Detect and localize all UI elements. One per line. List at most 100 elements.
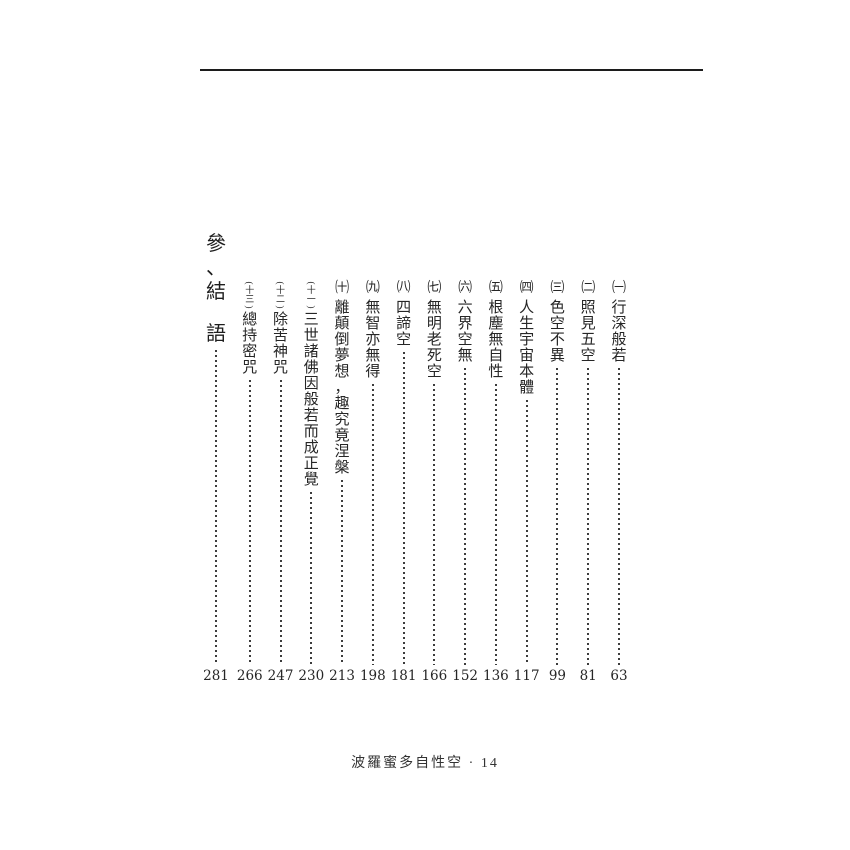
dot-leader — [617, 368, 620, 665]
page-number: 266 — [236, 668, 263, 684]
table-of-contents: ㈠行深般若 63 ㈡照見五空 81 ㈢色空不異 99 ㈣人生宇宙本體 117 ㈤根塵無自性 136… — [198, 232, 634, 684]
title-char: 成 — [303, 440, 319, 456]
dot-leader — [587, 368, 590, 665]
page-number: 181 — [390, 668, 417, 684]
page-number: 166 — [421, 668, 448, 684]
title-char: 諦 — [396, 316, 412, 332]
title-char: 咒 — [273, 360, 289, 376]
toc-entry-column: ㈩離顛倒夢想，趣究竟涅槃 213 — [327, 232, 357, 684]
toc-entry-column: ㈠行深般若 63 — [604, 232, 634, 684]
toc-entry-column: (十一) 三世諸佛因般若而成正覺 230 — [296, 232, 326, 684]
title-char: 般 — [303, 392, 319, 408]
toc-entry-column: ㈤根塵無自性 136 — [481, 232, 511, 684]
title-char: 四 — [396, 300, 412, 316]
title-char: 界 — [457, 316, 473, 332]
page-footer: 波羅蜜多自性空 · 14 — [0, 752, 850, 772]
title-char: 自 — [488, 348, 504, 364]
title-char: 因 — [303, 376, 319, 392]
marker-char: ) — [306, 305, 317, 309]
heading-char: 、 — [206, 257, 226, 279]
marker-char: ) — [275, 305, 286, 309]
entry-number-marker: ㈧ — [396, 281, 411, 296]
title-char: 生 — [519, 316, 535, 332]
title-char: 性 — [488, 364, 504, 380]
page-number: 152 — [452, 668, 479, 684]
title-char: 無 — [365, 348, 381, 364]
title-char: 無 — [426, 300, 442, 316]
title-char: 六 — [457, 300, 473, 316]
title-char: 無 — [457, 348, 473, 364]
page-number: 198 — [359, 668, 386, 684]
title-char: 見 — [580, 316, 596, 332]
page-number: 63 — [610, 668, 628, 684]
header-rule — [200, 69, 703, 71]
title-char: 諸 — [303, 344, 319, 360]
title-char: 明 — [426, 316, 442, 332]
dot-leader — [248, 380, 251, 665]
entry-number-marker: ㈥ — [458, 281, 473, 296]
title-char: 本 — [519, 364, 535, 380]
page-number: 213 — [329, 668, 355, 684]
entry-number-marker: ㈣ — [519, 281, 534, 296]
toc-entry-column: ㈥六界空無 152 — [450, 232, 480, 684]
title-char: 五 — [580, 332, 596, 348]
dot-leader — [433, 384, 436, 665]
title-char: 色 — [549, 300, 565, 316]
entry-number-marker: ㈤ — [488, 281, 503, 296]
title-char: 究 — [334, 412, 350, 428]
title-char: 空 — [549, 316, 565, 332]
title-char: 異 — [549, 348, 565, 364]
marker-char: ) — [244, 305, 255, 309]
heading-char: 參 — [206, 233, 226, 255]
title-char: 人 — [519, 300, 535, 316]
toc-entry-column: ㈣人生宇宙本體 117 — [512, 232, 542, 684]
title-char: 苦 — [273, 328, 289, 344]
entry-number-marker: ㈨ — [365, 281, 380, 296]
entry-number-marker: ㈡ — [581, 281, 596, 296]
title-char: 離 — [334, 300, 350, 316]
toc-entry-column: ㈦無明老死空 166 — [419, 232, 449, 684]
marker-char: ( — [275, 281, 286, 285]
toc-heading-column: 參、結語 281 — [198, 232, 234, 684]
title-char: 根 — [488, 300, 504, 316]
toc-entry-column: (十三) 總持密咒 266 — [235, 232, 265, 684]
title-char: 體 — [519, 380, 535, 396]
title-char: 若 — [611, 348, 627, 364]
title-char: 般 — [611, 332, 627, 348]
title-char: 亦 — [365, 332, 381, 348]
dot-leader — [464, 368, 467, 665]
entry-number-marker: ㈩ — [335, 281, 350, 296]
title-char: 智 — [365, 316, 381, 332]
title-char: 密 — [242, 344, 258, 360]
dot-leader — [310, 492, 313, 665]
dot-leader — [279, 380, 282, 665]
dot-leader — [215, 350, 217, 665]
title-char: 宙 — [519, 348, 535, 364]
title-char: 覺 — [303, 472, 319, 488]
marker-char: 三 — [245, 294, 255, 304]
title-char: 行 — [611, 300, 627, 316]
running-title: 波羅蜜多自性空 · 14 — [351, 756, 499, 771]
marker-char: 十 — [245, 285, 255, 295]
title-char: 死 — [426, 348, 442, 364]
title-char: 倒 — [334, 332, 350, 348]
title-char: 想 — [334, 364, 350, 380]
page-number: 247 — [267, 668, 294, 684]
title-char: 世 — [303, 328, 319, 344]
page-number: 230 — [298, 668, 325, 684]
marker-char: 二 — [276, 294, 286, 304]
marker-char: 十 — [306, 285, 316, 295]
page-number: 117 — [513, 668, 540, 684]
dot-leader — [371, 384, 374, 665]
dot-leader — [402, 352, 405, 665]
page-number: 99 — [548, 668, 567, 684]
title-char: 總 — [242, 312, 258, 328]
dot-leader — [556, 368, 559, 665]
page-number: 81 — [579, 668, 597, 684]
entry-number-marker: ㈢ — [550, 281, 565, 296]
title-char: 宇 — [519, 332, 535, 348]
toc-entry-column: ㈢色空不異 99 — [542, 232, 572, 684]
title-char: 空 — [457, 332, 473, 348]
title-char: 神 — [273, 344, 289, 360]
